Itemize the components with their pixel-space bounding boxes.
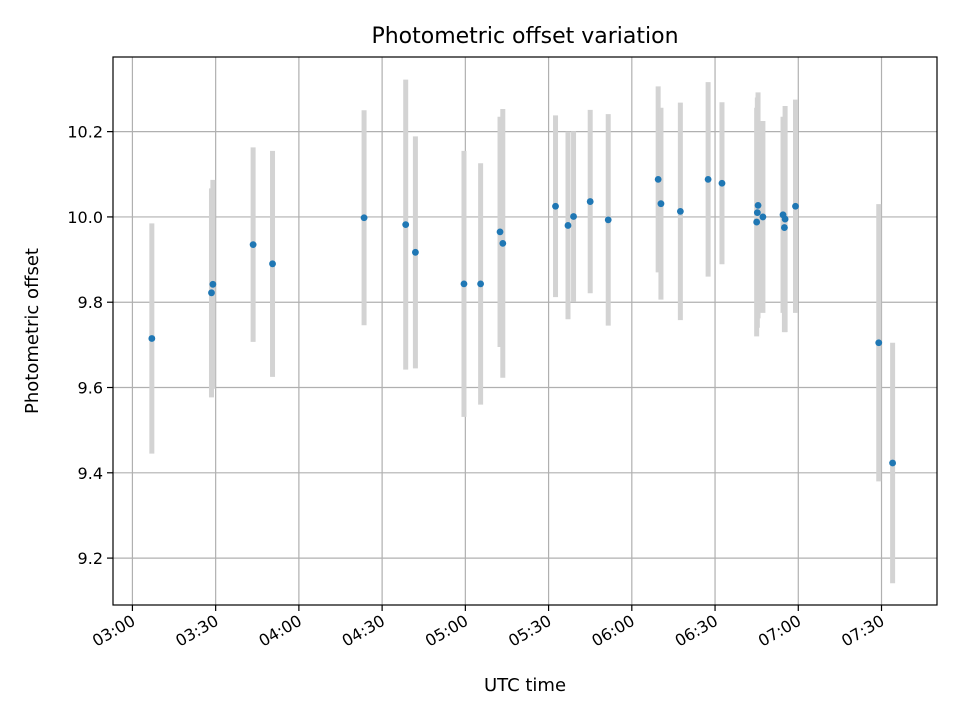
y-tick-label: 9.2	[78, 549, 103, 568]
data-point	[586, 198, 594, 205]
data-point	[460, 280, 468, 288]
data-point	[657, 200, 665, 208]
data-point	[754, 202, 762, 209]
data-point	[570, 213, 577, 220]
data-point	[209, 280, 217, 288]
grid-lines	[113, 57, 937, 605]
data-point	[499, 239, 507, 247]
data-point	[781, 215, 789, 223]
data-point	[208, 289, 215, 297]
data-point	[759, 213, 767, 221]
y-tick-label: 9.6	[78, 379, 103, 398]
data-point	[360, 214, 368, 222]
data-point	[704, 175, 712, 183]
data-point	[604, 216, 612, 224]
data-point	[753, 218, 761, 226]
data-points	[148, 175, 897, 467]
data-point	[889, 459, 897, 467]
data-point	[792, 202, 799, 210]
data-point	[269, 260, 276, 268]
data-point	[676, 207, 684, 215]
y-tick-label: 9.4	[78, 464, 103, 483]
data-point	[496, 228, 504, 236]
x-axis-label: UTC time	[484, 675, 566, 696]
data-point	[718, 179, 726, 187]
data-point	[148, 335, 156, 342]
data-point	[654, 175, 662, 183]
y-axis-label: Photometric offset	[22, 248, 43, 414]
data-point	[753, 209, 761, 217]
plot-frame	[112, 56, 938, 606]
chart-title: Photometric offset variation	[371, 24, 678, 49]
y-axis-ticks: 9.2 9.4 9.6 9.8 10.0 10.2	[67, 123, 113, 568]
data-point	[402, 221, 410, 228]
data-point	[477, 280, 485, 288]
y-tick-label: 10.2	[67, 123, 103, 142]
data-point	[552, 202, 559, 210]
data-point	[249, 241, 257, 249]
data-point	[564, 222, 572, 229]
y-tick-label: 10.0	[67, 208, 103, 227]
y-tick-label: 9.8	[78, 293, 103, 312]
data-point	[412, 248, 419, 256]
data-point	[781, 224, 788, 231]
data-point	[875, 339, 883, 347]
